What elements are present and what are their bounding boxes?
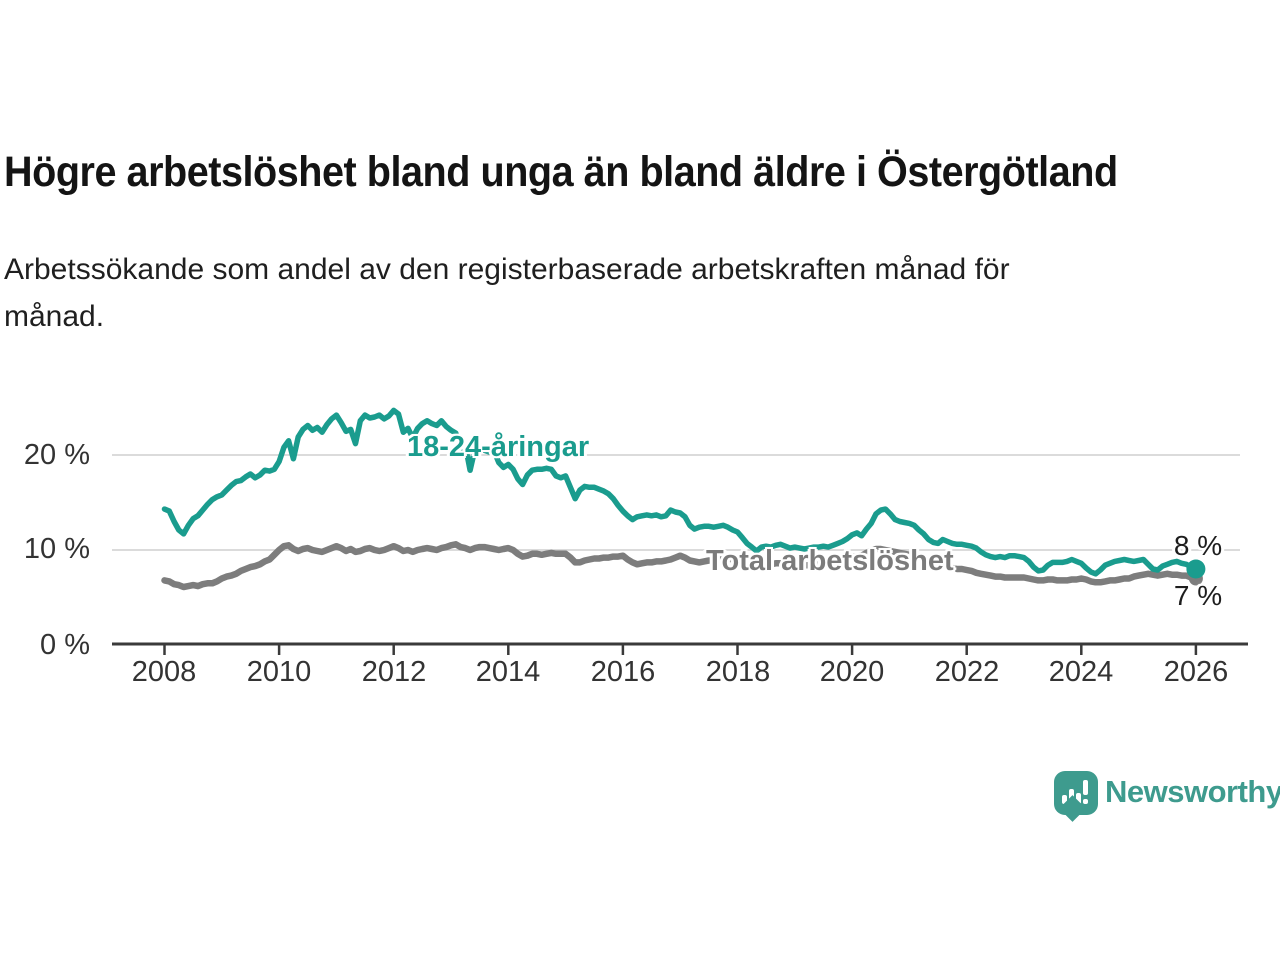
page-subtitle: Arbetssökande som andel av den registerb…	[4, 246, 1204, 340]
y-axis-tick-label-0: 0 %	[40, 629, 90, 661]
newsworthy-wordmark: Newsworthy	[1105, 774, 1280, 809]
y-axis-tick-label-20: 20 %	[23, 439, 90, 471]
logo-exclamation-icon	[1083, 780, 1088, 795]
x-axis-tick-label-2026: 2026	[1163, 656, 1229, 688]
x-axis-tick-label-2012: 2012	[361, 656, 427, 688]
series-label-total: Total arbetslöshet	[706, 545, 954, 577]
x-axis-tick-label-2024: 2024	[1048, 656, 1114, 688]
page-subtitle-line2: månad.	[4, 300, 105, 333]
logo-bar-icon	[1076, 793, 1081, 804]
x-axis-tick-label-2008: 2008	[131, 656, 197, 688]
series-label-18-24: 18-24-åringar	[407, 431, 590, 463]
x-axis-tick-label-2020: 2020	[819, 656, 885, 688]
x-axis-tick-label-2016: 2016	[590, 656, 656, 688]
x-axis-tick-label-2022: 2022	[934, 656, 1000, 688]
logo-bar-icon	[1062, 795, 1067, 804]
x-axis-tick-label-2014: 2014	[475, 656, 541, 688]
page-title: Högre arbetslöshet bland unga än bland ä…	[4, 148, 1118, 196]
page-subtitle-line1: Arbetssökande som andel av den registerb…	[4, 253, 1010, 286]
x-axis-tick-label-2010: 2010	[246, 656, 312, 688]
x-axis-tick-label-2018: 2018	[705, 656, 771, 688]
end-value-label-young: 8 %	[1173, 530, 1223, 561]
y-axis-tick-label-10: 10 %	[23, 533, 90, 565]
end-value-label-total: 7 %	[1173, 580, 1223, 611]
logo-exclamation-dot-icon	[1083, 799, 1088, 804]
